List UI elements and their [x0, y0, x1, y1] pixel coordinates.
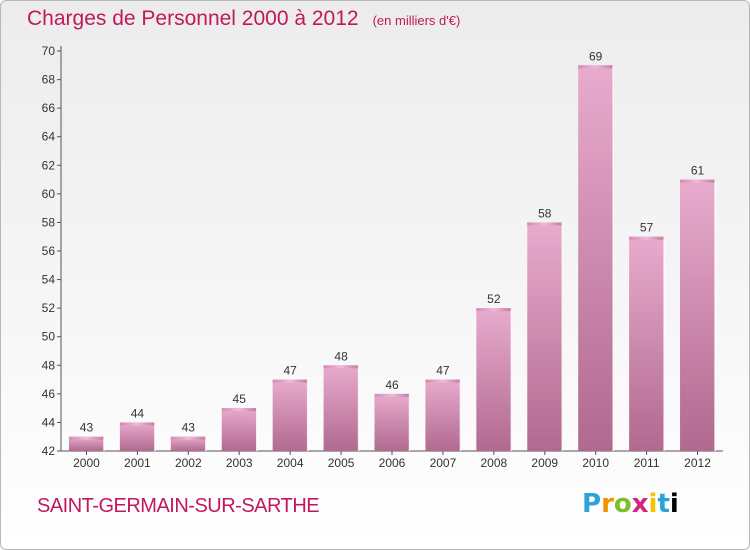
y-tick-label: 52 [42, 301, 56, 315]
y-tick-label: 48 [42, 358, 56, 372]
bar [680, 179, 716, 452]
data-label: 46 [385, 378, 399, 392]
x-tick-label: 2006 [379, 456, 406, 470]
bar [527, 222, 563, 451]
data-label: 47 [436, 364, 450, 378]
logo-letter: i [669, 489, 679, 519]
y-tick-label: 58 [42, 215, 56, 229]
bar-top [374, 393, 410, 397]
y-tick-label: 54 [42, 273, 56, 287]
logo-letter: x [631, 489, 649, 519]
y-tick-label: 60 [42, 187, 56, 201]
y-tick-label: 50 [42, 330, 56, 344]
x-tick-label: 2010 [582, 456, 609, 470]
y-tick-label: 68 [42, 73, 56, 87]
y-tick-label: 70 [42, 44, 56, 58]
logo-letter: i [648, 489, 658, 519]
bar [170, 436, 206, 451]
bar-top [527, 222, 563, 226]
x-tick-label: 2011 [634, 456, 660, 470]
data-label: 48 [334, 349, 348, 363]
bars: 43 44 43 45 47 48 46 47 52 58 69 57 61 [68, 49, 716, 452]
x-tick-label: 2002 [175, 456, 202, 470]
bar [221, 408, 257, 451]
bar-top [323, 365, 359, 369]
bar [119, 422, 155, 451]
y-tick-label: 62 [42, 158, 56, 172]
bar [68, 436, 104, 451]
x-tick-label: 2005 [328, 456, 355, 470]
place-name: SAINT-GERMAIN-SUR-SARTHE [37, 495, 320, 517]
bar-top [119, 422, 155, 426]
data-label: 61 [691, 164, 705, 178]
chart-title: Charges de Personnel 2000 à 2012 (en mill… [27, 7, 460, 31]
data-label: 45 [233, 392, 247, 406]
bar [425, 379, 461, 451]
x-axis: 2000 2001 2002 2003 2004 2005 2006 2007 2008 2009… [61, 450, 723, 470]
bar [578, 65, 614, 452]
x-tick-label: 2012 [684, 456, 711, 470]
bar-top [221, 408, 257, 412]
bar-top [170, 436, 206, 440]
data-label: 69 [589, 49, 603, 63]
bar-top [68, 436, 104, 440]
y-tick-label: 44 [42, 415, 56, 429]
x-tick-label: 2003 [226, 456, 253, 470]
bar-top [476, 308, 512, 312]
y-tick-label: 64 [42, 130, 56, 144]
bar [323, 365, 359, 451]
chart-subtitle: (en milliers d'€) [372, 13, 461, 28]
logo-letter: o [613, 489, 632, 519]
bar [476, 308, 512, 451]
bar-top [578, 65, 614, 69]
logo-letter: t [657, 489, 670, 519]
bar-top [629, 236, 665, 240]
y-tick-label: 46 [42, 387, 56, 401]
y-axis: 42 44 46 48 50 52 54 56 58 60 62 64 66 68 70 [42, 44, 62, 458]
data-label: 58 [538, 206, 552, 220]
logo-letter: P [582, 489, 602, 519]
logo-letter: r [601, 489, 614, 519]
data-label: 44 [131, 406, 145, 420]
x-tick-label: 2008 [480, 456, 507, 470]
bar [374, 393, 410, 451]
data-label: 43 [80, 421, 94, 435]
x-tick-label: 2009 [531, 456, 558, 470]
y-tick-label: 42 [42, 444, 56, 458]
y-tick-label: 56 [42, 244, 56, 258]
bar-top [425, 379, 461, 383]
x-tick-label: 2007 [430, 456, 457, 470]
data-label: 57 [640, 221, 654, 235]
data-label: 52 [487, 292, 501, 306]
bar-top [680, 179, 716, 183]
data-label: 43 [182, 421, 196, 435]
data-label: 47 [283, 364, 297, 378]
bar [629, 236, 665, 451]
chart-title-text: Charges de Personnel 2000 à 2012 [27, 7, 359, 30]
bar [272, 379, 308, 451]
proxiti-logo: Proxiti [582, 489, 679, 519]
x-tick-label: 2000 [73, 456, 100, 470]
x-tick-label: 2001 [124, 456, 151, 470]
x-tick-label: 2004 [277, 456, 304, 470]
y-tick-label: 66 [42, 101, 56, 115]
bar-top [272, 379, 308, 383]
